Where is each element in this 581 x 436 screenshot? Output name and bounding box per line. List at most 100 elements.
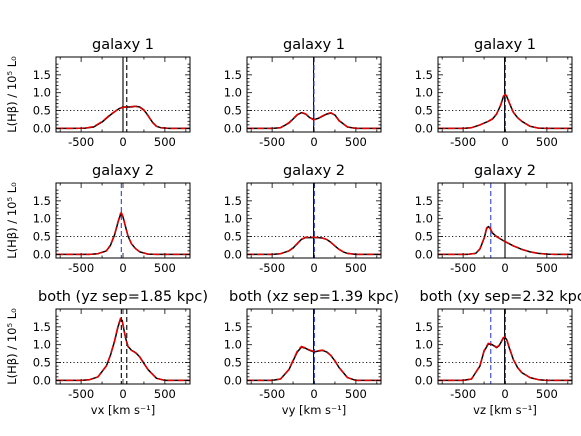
- x-tick-label: 0: [501, 387, 508, 401]
- series-line-red: [247, 345, 381, 382]
- x-tick-label: 500: [345, 387, 367, 401]
- y-tick-label: 0.5: [415, 356, 433, 370]
- panel-title: galaxy 2: [283, 163, 345, 179]
- panel-3: -500 0 500 0.0 0.5 1.0 1.5 galaxy 1: [415, 37, 573, 149]
- y-tick-label: 0.5: [224, 104, 242, 118]
- y-axis-label: L(Hβ) / 10⁵ L₀: [5, 182, 19, 259]
- y-tick-label: 1.5: [415, 68, 433, 82]
- y-tick-label: 1.0: [33, 212, 51, 226]
- panel-2: -500 0 500 0.0 0.5 1.0 1.5 galaxy 1: [224, 37, 382, 149]
- panel-title: galaxy 1: [283, 37, 345, 53]
- y-tick-label: 1.0: [415, 86, 433, 100]
- y-tick-label: 1.5: [33, 68, 51, 82]
- y-tick-label: 1.0: [224, 212, 242, 226]
- panel-title: both (yz sep=1.85 kpc): [38, 289, 208, 305]
- x-tick-label: 0: [310, 387, 317, 401]
- x-axis-label: vz [km s⁻¹]: [473, 403, 537, 417]
- axes-frame: [55, 182, 191, 259]
- x-tick-label: 500: [536, 261, 558, 275]
- y-tick-label: 1.0: [224, 86, 242, 100]
- x-tick-label: -500: [450, 387, 476, 401]
- y-tick-label: 0.0: [224, 247, 242, 261]
- y-tick-label: 0.0: [224, 121, 242, 135]
- y-tick-label: 0.0: [224, 373, 242, 387]
- x-tick-label: -500: [259, 261, 285, 275]
- series-line-red: [247, 236, 381, 256]
- x-tick-label: 0: [501, 261, 508, 275]
- y-tick-label: 0.0: [33, 373, 51, 387]
- axes-frame: [55, 308, 191, 385]
- series-line-red: [247, 111, 381, 130]
- y-tick-label: 1.5: [33, 194, 51, 208]
- x-tick-label: 0: [310, 261, 317, 275]
- panel-title: galaxy 1: [474, 37, 536, 53]
- panel-9: -500 0 500 0.0 0.5 1.0 1.5 both (xy sep=2.32 kp…: [415, 289, 581, 417]
- x-tick-label: 0: [310, 135, 317, 149]
- panel-4: -500 0 500 0.0 0.5 1.0 1.5 galaxy 2 L(Hβ) / 10⁵ …: [5, 163, 191, 275]
- panel-title: both (xy sep=2.32 kpc): [420, 289, 581, 305]
- y-tick-label: 1.5: [224, 68, 242, 82]
- y-tick-label: 0.5: [33, 356, 51, 370]
- y-tick-label: 0.0: [33, 247, 51, 261]
- y-tick-label: 0.0: [33, 121, 51, 135]
- y-tick-label: 1.0: [33, 86, 51, 100]
- series-line-red: [56, 317, 190, 382]
- y-tick-label: 0.5: [415, 230, 433, 244]
- panel-8: -500 0 500 0.0 0.5 1.0 1.5 both (xz sep=1.39 kp…: [224, 289, 399, 417]
- x-tick-label: 500: [345, 135, 367, 149]
- panel-1: -500 0 500 0.0 0.5 1.0 1.5 galaxy 1 L(Hβ) / 10⁵ …: [5, 37, 191, 149]
- x-tick-label: -500: [450, 135, 476, 149]
- x-tick-label: 0: [119, 135, 126, 149]
- x-tick-label: 500: [154, 261, 176, 275]
- y-tick-label: 1.5: [415, 320, 433, 334]
- panel-7: -500 0 500 0.0 0.5 1.0 1.5 both (yz sep=1.85 kp…: [5, 289, 208, 417]
- y-tick-label: 0.0: [415, 247, 433, 261]
- y-tick-label: 0.0: [415, 373, 433, 387]
- x-tick-label: 500: [536, 135, 558, 149]
- series-line-black: [56, 212, 190, 256]
- series-line-red: [56, 105, 190, 130]
- x-tick-label: 0: [501, 135, 508, 149]
- series-line-red: [56, 211, 190, 256]
- y-tick-label: 1.5: [33, 320, 51, 334]
- y-tick-label: 1.0: [224, 338, 242, 352]
- x-tick-label: -500: [450, 261, 476, 275]
- y-tick-label: 0.5: [224, 230, 242, 244]
- x-tick-label: 500: [536, 387, 558, 401]
- panel-title: both (xz sep=1.39 kpc): [229, 289, 399, 305]
- y-tick-label: 1.0: [33, 338, 51, 352]
- y-tick-label: 0.5: [224, 356, 242, 370]
- y-tick-label: 1.5: [224, 194, 242, 208]
- y-tick-label: 0.5: [415, 104, 433, 118]
- panel-title: galaxy 1: [92, 37, 154, 53]
- panel-5: -500 0 500 0.0 0.5 1.0 1.5 galaxy 2: [224, 163, 382, 275]
- y-tick-label: 1.5: [415, 194, 433, 208]
- panel-6: -500 0 500 0.0 0.5 1.0 1.5 galaxy 2: [415, 163, 573, 275]
- y-tick-label: 1.0: [415, 338, 433, 352]
- y-tick-label: 0.0: [415, 121, 433, 135]
- x-axis-label: vx [km s⁻¹]: [91, 403, 155, 417]
- y-tick-label: 1.0: [415, 212, 433, 226]
- y-tick-label: 0.5: [33, 230, 51, 244]
- series-line-red: [438, 93, 572, 130]
- x-tick-label: 0: [119, 261, 126, 275]
- y-axis-label: L(Hβ) / 10⁵ L₀: [5, 308, 19, 385]
- x-tick-label: -500: [259, 135, 285, 149]
- x-tick-label: -500: [68, 387, 94, 401]
- series-line-red: [438, 336, 572, 382]
- x-tick-label: 0: [119, 387, 126, 401]
- x-tick-label: -500: [68, 261, 94, 275]
- y-tick-label: 0.5: [33, 104, 51, 118]
- y-axis-label: L(Hβ) / 10⁵ L₀: [5, 56, 19, 133]
- x-tick-label: -500: [259, 387, 285, 401]
- x-axis-label: vy [km s⁻¹]: [282, 403, 346, 417]
- series-line-red: [438, 225, 572, 256]
- x-tick-label: 500: [154, 135, 176, 149]
- x-tick-label: 500: [154, 387, 176, 401]
- panel-title: galaxy 2: [92, 163, 154, 179]
- y-tick-label: 1.5: [224, 320, 242, 334]
- panel-title: galaxy 2: [474, 163, 536, 179]
- x-tick-label: -500: [68, 135, 94, 149]
- x-tick-label: 500: [345, 261, 367, 275]
